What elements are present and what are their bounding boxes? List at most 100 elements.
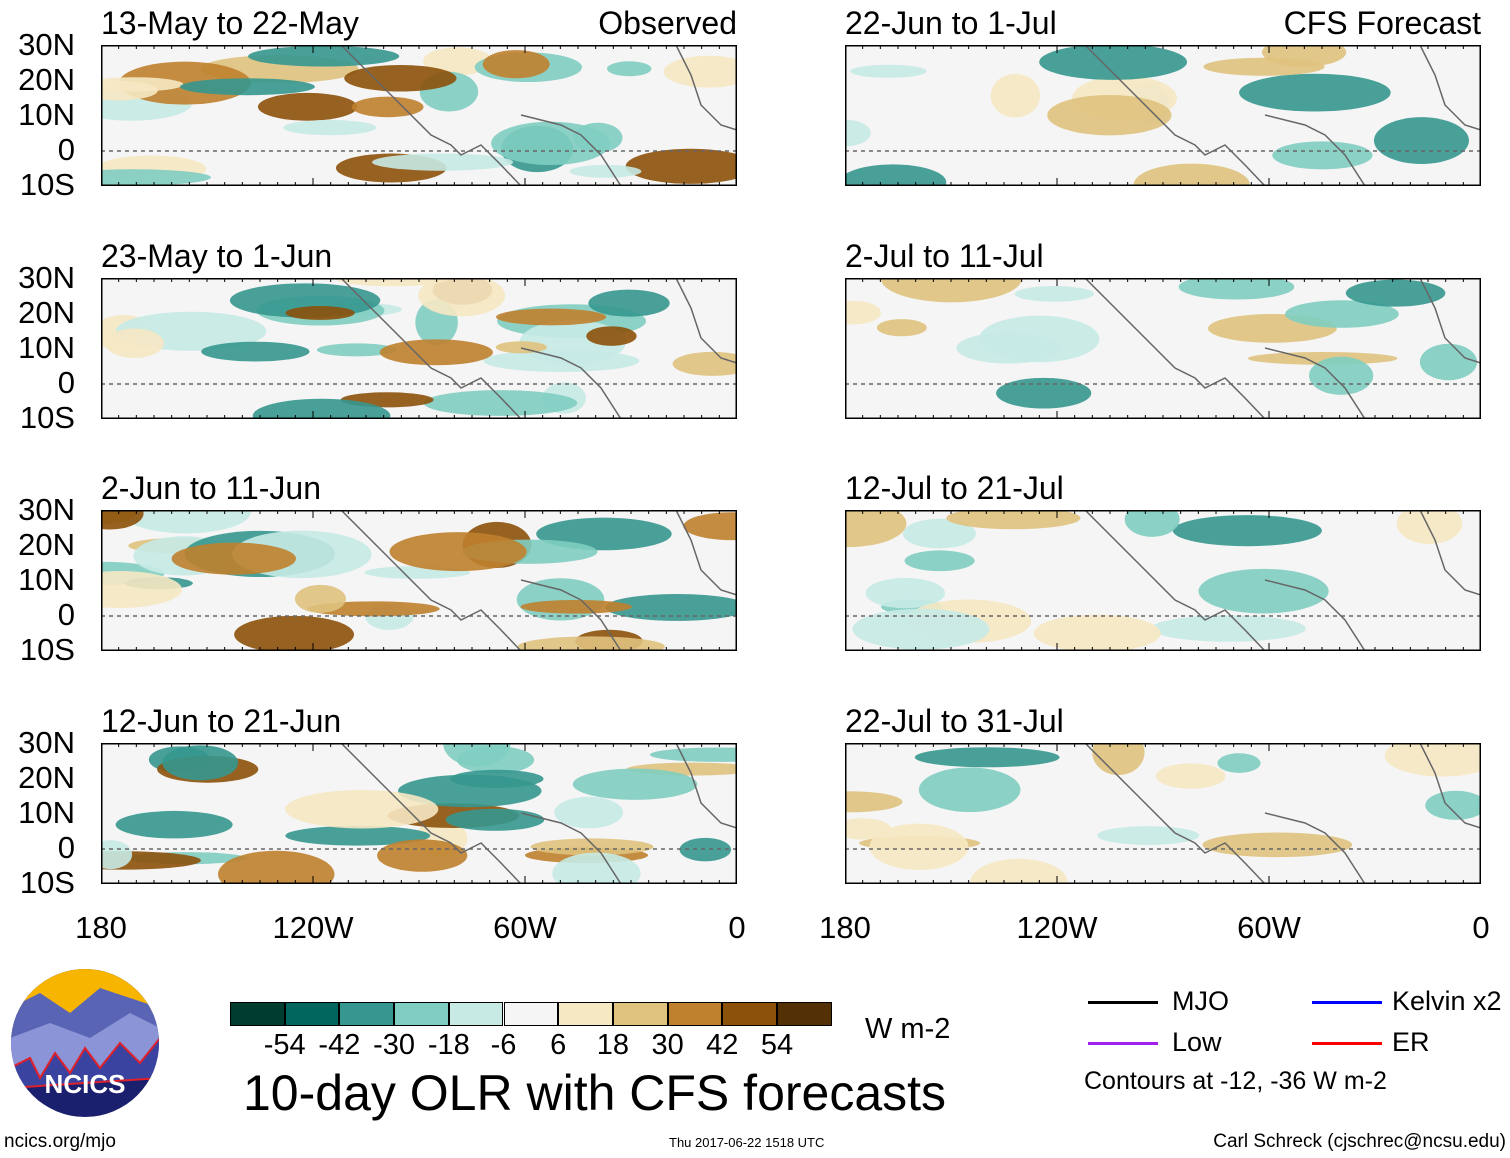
- panel-title: 22-Jun to 1-Jul: [845, 5, 1057, 41]
- lon-tick-label: 180: [75, 910, 127, 945]
- olr-anomaly-blob: [423, 390, 578, 416]
- olr-anomaly-blob: [372, 153, 514, 171]
- legend-line-low: [1088, 1042, 1158, 1045]
- olr-anomaly-blob: [1373, 117, 1469, 164]
- lat-tick-label: 30N: [18, 492, 75, 527]
- colorbar-swatch: [394, 1002, 449, 1026]
- lat-tick-label: 20N: [18, 527, 75, 562]
- olr-anomaly-blob: [845, 164, 947, 186]
- olr-anomaly-blob: [450, 769, 544, 788]
- lat-tick-label: 20N: [18, 62, 75, 97]
- legend-line-mjo: [1088, 1001, 1158, 1004]
- lon-tick-label: 0: [728, 910, 746, 945]
- colorbar-label: 30: [651, 1029, 684, 1061]
- lon-tick-label: 0: [1472, 910, 1490, 945]
- olr-anomaly-blob: [918, 767, 1021, 813]
- olr-anomaly-blob: [101, 571, 183, 608]
- coastline: [340, 743, 737, 884]
- olr-anomaly-blob: [351, 96, 424, 118]
- lon-tick-label: 120W: [272, 910, 354, 945]
- panel-tag: Observed: [598, 5, 737, 41]
- olr-anomaly-blob: [115, 810, 233, 839]
- lat-tick-label: 10N: [18, 330, 75, 365]
- olr-anomaly-blob: [418, 278, 506, 317]
- colorbar-label: 42: [706, 1029, 739, 1061]
- olr-anomaly-blob: [335, 278, 450, 287]
- olr-anomaly-blob: [1151, 615, 1306, 642]
- panel-title: 22-Jul to 31-Jul: [845, 703, 1064, 739]
- olr-anomaly-blob: [904, 550, 975, 572]
- colorbar-swatch: [339, 1002, 395, 1026]
- colorbar-swatch: [777, 1002, 832, 1026]
- olr-anomaly-blob: [1309, 356, 1374, 395]
- colorbar-swatch: [284, 1002, 340, 1026]
- colorbar-swatch: [230, 1002, 285, 1026]
- legend-label-low: Low: [1172, 1027, 1222, 1057]
- lat-tick-label: 10S: [19, 865, 75, 900]
- olr-anomaly-blob: [663, 55, 737, 88]
- olr-anomaly-blob: [252, 398, 391, 419]
- olr-anomaly-blob: [845, 119, 871, 147]
- olr-anomaly-blob: [1014, 286, 1094, 302]
- olr-anomaly-blob: [1345, 279, 1446, 307]
- coastline: [340, 45, 737, 186]
- olr-anomaly-blob: [1272, 141, 1373, 170]
- olr-anomaly-blob: [101, 169, 212, 186]
- olr-anomaly-blob: [1202, 832, 1353, 858]
- olr-anomaly-blob: [180, 78, 315, 96]
- olr-map-panel: [845, 743, 1481, 884]
- svg-text:NCICS: NCICS: [45, 1069, 126, 1099]
- olr-anomaly-blob: [1178, 278, 1295, 300]
- olr-anomaly-blob: [683, 512, 737, 541]
- colorbar-label: -30: [373, 1029, 416, 1061]
- olr-anomaly-blob: [625, 148, 737, 184]
- olr-anomaly-blob: [902, 518, 976, 549]
- lat-tick-label: 30N: [18, 27, 75, 62]
- panel-title: 2-Jul to 11-Jul: [845, 238, 1044, 274]
- panel-title: 13-May to 22-May: [101, 5, 359, 41]
- olr-anomaly-blob: [996, 377, 1092, 409]
- lat-tick-label: 10S: [19, 167, 75, 202]
- coastline: [1084, 278, 1481, 419]
- olr-anomaly-blob: [606, 61, 652, 77]
- colorbar-swatch: [667, 1002, 723, 1026]
- olr-anomaly-blob: [1047, 94, 1172, 136]
- olr-anomaly-blob: [389, 532, 527, 572]
- contour-note: Contours at -12, -36 W m-2: [1084, 1067, 1387, 1095]
- olr-anomaly-blob: [248, 45, 400, 67]
- lat-tick-label: 10N: [18, 795, 75, 830]
- olr-map-panel: [101, 510, 737, 651]
- panel-title: 12-Jun to 21-Jun: [101, 703, 342, 739]
- colorbar-swatch: [448, 1002, 504, 1026]
- olr-anomaly-blob: [1239, 73, 1391, 112]
- olr-map-panel: [845, 45, 1481, 186]
- legend-line-kelvin: [1312, 1001, 1382, 1004]
- panel-title: 2-Jun to 11-Jun: [101, 470, 321, 506]
- footer-url: ncics.org/mjo: [4, 1131, 116, 1152]
- olr-anomaly-blob: [1124, 510, 1180, 537]
- olr-anomaly-blob: [1172, 515, 1322, 547]
- olr-map-panel: [845, 278, 1481, 419]
- colorbar-label: 6: [550, 1029, 567, 1061]
- olr-anomaly-blob: [1396, 510, 1463, 545]
- legend-line-er: [1312, 1042, 1382, 1045]
- olr-anomaly-blob: [530, 838, 654, 856]
- colorbar-swatch: [503, 1002, 559, 1026]
- olr-anomaly-blob: [1419, 343, 1478, 381]
- olr-anomaly-blob: [679, 837, 732, 862]
- olr-anomaly-blob: [1092, 743, 1145, 776]
- olr-anomaly-blob: [1033, 614, 1161, 651]
- olr-anomaly-blob: [234, 615, 355, 651]
- lat-tick-label: 30N: [18, 260, 75, 295]
- olr-anomaly-blob: [554, 796, 624, 829]
- olr-anomaly-blob: [517, 636, 665, 651]
- olr-anomaly-blob: [572, 768, 698, 800]
- coastline: [340, 278, 737, 419]
- olr-anomaly-blob: [379, 339, 493, 366]
- olr-anomaly-blob: [283, 119, 377, 136]
- olr-anomaly-blob: [569, 164, 642, 178]
- olr-anomaly-blob: [1039, 45, 1188, 80]
- colorbar-swatch: [722, 1002, 777, 1026]
- ncics-logo: NCICS: [11, 969, 159, 1117]
- colorbar-units: W m-2: [865, 1013, 951, 1045]
